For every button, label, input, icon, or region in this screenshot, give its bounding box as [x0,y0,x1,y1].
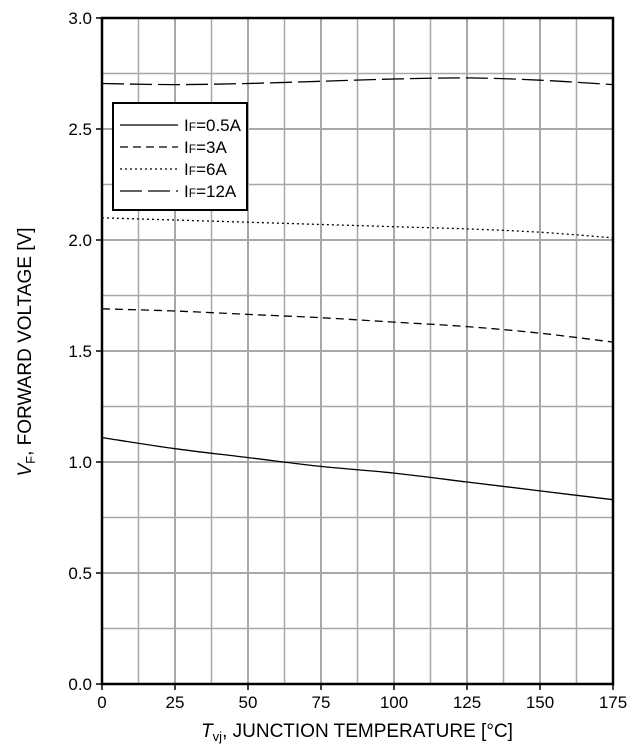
y-tick-label: 1.5 [68,342,92,361]
x-tick-label: 50 [239,693,258,712]
x-tick-label: 0 [97,693,106,712]
x-tick-label: 125 [453,693,481,712]
x-tick-label: 100 [380,693,408,712]
x-axis-label-text: , JUNCTION TEMPERATURE [°C] [222,721,513,742]
y-axis-label-text: , FORWARD VOLTAGE [V] [15,227,36,455]
y-axis-ticks: 0.0 0.5 1.0 1.5 2.0 2.5 3.0 [68,9,102,694]
x-axis-symbol-sub: vj [213,729,223,744]
x-tick-label: 175 [599,693,627,712]
x-axis-ticks: 0 25 50 75 100 125 150 175 [97,684,627,712]
y-tick-label: 0.5 [68,564,92,583]
y-tick-label: 2.5 [68,120,92,139]
y-axis-symbol-sub: F [23,456,38,464]
y-tick-label: 3.0 [68,9,92,28]
y-axis-title: VF, FORWARD VOLTAGE [V] [15,227,38,476]
x-tick-label: 150 [526,693,554,712]
x-tick-label: 25 [166,693,185,712]
y-tick-label: 1.0 [68,453,92,472]
y-tick-label: 0.0 [68,675,92,694]
x-tick-label: 75 [312,693,331,712]
x-axis-title: Tvj, JUNCTION TEMPERATURE [°C] [201,721,513,744]
y-tick-label: 2.0 [68,231,92,250]
